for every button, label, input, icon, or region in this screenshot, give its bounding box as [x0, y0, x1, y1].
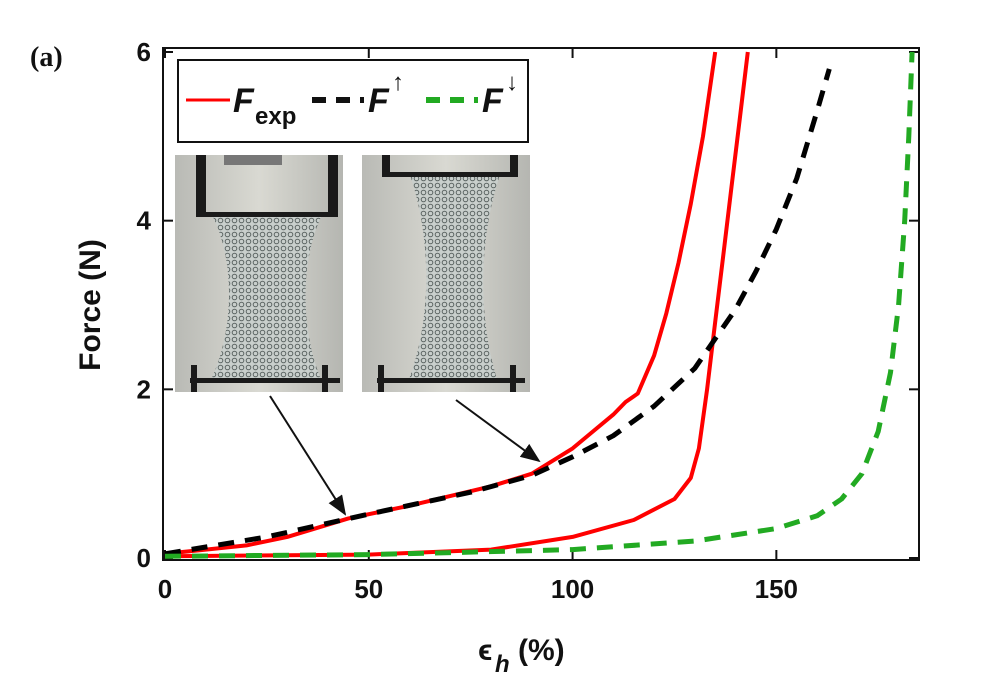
legend-label-fup: F — [368, 82, 390, 120]
x-tick-label: 50 — [354, 574, 383, 604]
x-tick-label: 150 — [755, 574, 798, 604]
inset-photo-left — [175, 155, 343, 392]
legend-sub-fexp: exp — [255, 103, 296, 130]
series-line-2 — [164, 68, 832, 557]
legend-sup-fup: ↑ — [392, 69, 404, 96]
legend-label-fexp: F — [233, 82, 255, 120]
y-tick-label: 2 — [137, 374, 151, 404]
x-axis-label-unit: (%) — [518, 634, 565, 667]
annotation-arrow-right — [455, 399, 541, 463]
legend-sup-fdown: ↓ — [506, 69, 518, 96]
annotation-arrow-left — [269, 395, 347, 516]
x-tick-label: 0 — [158, 574, 172, 604]
plot-frame — [162, 47, 920, 561]
panel-label: (a) — [30, 42, 63, 73]
y-tick-label: 4 — [137, 206, 152, 236]
x-axis-label: ϵ h (%) — [478, 634, 565, 678]
x-tick-label: 100 — [551, 574, 594, 604]
legend-label-fdown: F — [482, 82, 504, 120]
x-axis-label-symbol: ϵ — [478, 634, 492, 667]
series-line-0 — [164, 51, 718, 556]
y-tick-label: 0 — [137, 543, 151, 573]
legend: F exp F ↑ F ↓ — [177, 59, 529, 143]
x-axis-label-sub: h — [495, 651, 510, 678]
y-axis-label: Force (N) — [74, 239, 107, 371]
series-line-1 — [164, 51, 750, 559]
inset-photo-right — [362, 155, 530, 392]
y-tick-label: 6 — [137, 37, 151, 67]
